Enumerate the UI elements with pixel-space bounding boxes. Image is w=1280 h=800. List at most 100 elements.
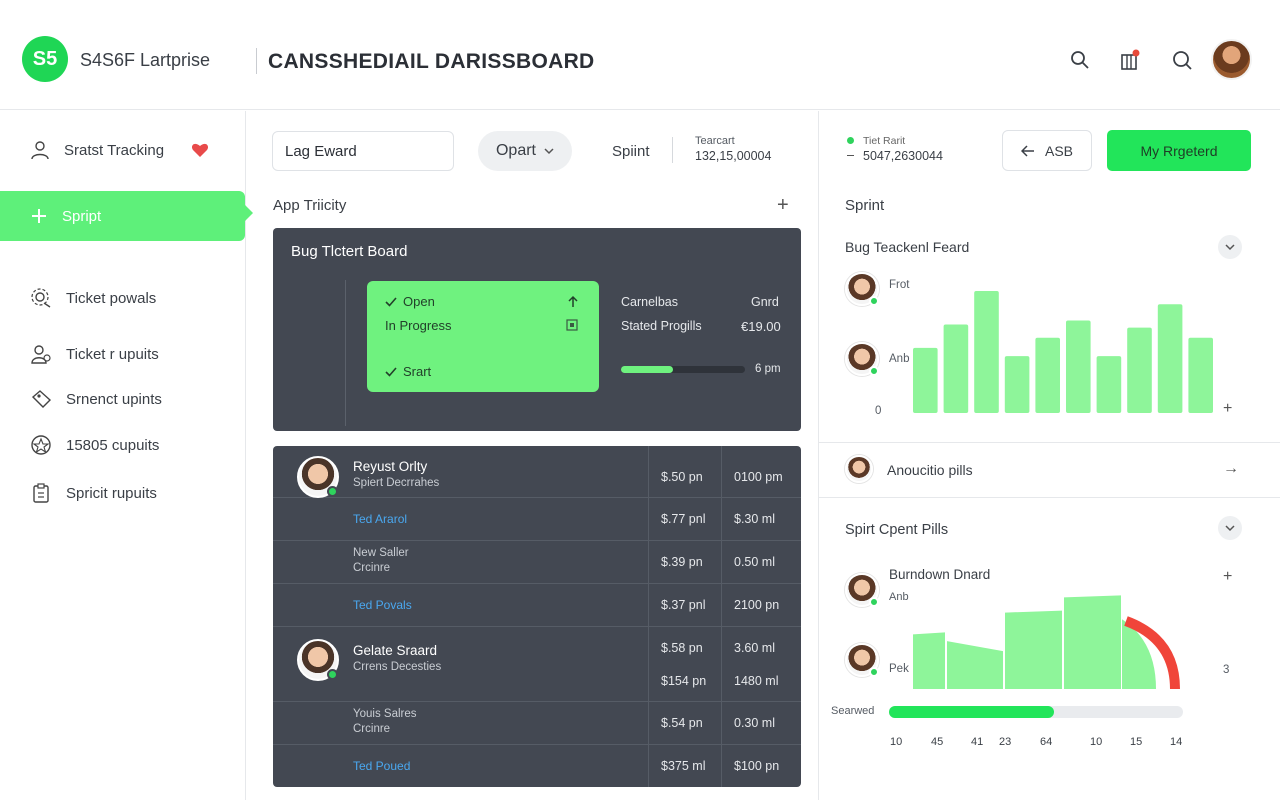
section-label: App Triicity (273, 197, 347, 214)
row-value: $.37 pnl (661, 598, 706, 612)
status-card[interactable]: Open In Progress Srart (367, 281, 599, 392)
avatar (297, 456, 339, 498)
axis-tick-label: 10 (890, 736, 903, 748)
status-dot (847, 137, 854, 144)
search-icon-secondary[interactable] (1170, 48, 1194, 72)
stat-value: 132,15,00004 (695, 149, 772, 163)
table-row[interactable]: Youis Salres Crcinre $.54 pn 0.30 ml (273, 702, 801, 745)
tickets-table: Reyust Orlty Spiert Decrrahes $.50 pn 01… (273, 446, 801, 787)
axis-tick-label: 10 (1090, 736, 1103, 748)
avatar (297, 639, 339, 681)
divider (819, 497, 1280, 498)
status-open[interactable]: Open (385, 294, 435, 309)
heart-icon[interactable] (191, 142, 209, 158)
arrow-up-icon[interactable] (567, 295, 579, 308)
chart-bar (943, 324, 969, 413)
sidebar-item-spricit-rupuits[interactable]: Spricit rupuits (0, 471, 245, 515)
collapse-toggle[interactable] (1218, 516, 1242, 540)
list-item-title[interactable]: Anoucitio pills (887, 462, 973, 478)
right-panel: Tiet Rarit 5047,2630044 ASB My Rrgeterd … (818, 111, 1280, 800)
table-row[interactable]: Ted Poued $375 ml $100 pn (273, 745, 801, 787)
sidebar: Sratst Tracking Spript Ticket powals Tic… (0, 111, 253, 800)
row-value: 2100 pn (734, 598, 780, 612)
search-icon[interactable] (1068, 48, 1092, 72)
sidebar-item-tracking[interactable]: Sratst Tracking (0, 128, 245, 172)
dropdown-button[interactable]: Opart (478, 131, 572, 171)
add-icon[interactable]: + (1223, 568, 1233, 585)
chart-bar (1157, 304, 1183, 413)
table-row[interactable]: New Saller Crcinre $.39 pn 0.50 ml (273, 541, 801, 584)
collapse-toggle[interactable] (1218, 235, 1242, 259)
status-in-progress[interactable]: In Progress (385, 318, 451, 333)
table-col-divider (648, 446, 649, 787)
row-value: $.39 pn (661, 555, 703, 569)
table-row[interactable]: Reyust Orlty Spiert Decrrahes $.50 pn 01… (273, 446, 801, 498)
plus-icon (32, 209, 46, 223)
header-divider (256, 48, 257, 74)
row-value: $154 pn (661, 674, 707, 688)
table-row[interactable]: Ted Ararol $.77 pnl $.30 ml (273, 498, 801, 541)
user-avatar[interactable] (1211, 39, 1252, 80)
row-value: $100 pn (734, 759, 780, 773)
add-icon[interactable]: + (777, 194, 789, 216)
notification-icon[interactable] (1118, 48, 1142, 72)
row-subtitle: Crrens Decesties (353, 661, 442, 673)
back-button-label: ASB (1044, 142, 1073, 159)
gauge-alert-arc (1124, 616, 1180, 690)
add-icon[interactable]: + (1223, 400, 1233, 417)
progress-fill (621, 366, 674, 373)
axis-tick-label: 64 (1040, 736, 1053, 748)
row-value: 0100 pm (734, 470, 783, 484)
chart-bar (1005, 610, 1062, 689)
avatar (845, 643, 879, 677)
sprint-link[interactable]: Spiint (612, 143, 650, 160)
search-input[interactable] (272, 131, 454, 171)
table-row[interactable]: Ted Povals $.37 pnl 2100 pn (273, 584, 801, 627)
chart-bar (913, 632, 945, 689)
logo-text: S5 (32, 47, 58, 70)
chart-bar (974, 291, 999, 413)
row-link[interactable]: Ted Povals (353, 598, 412, 612)
col-a-label: Carnelbas (621, 295, 678, 309)
app-logo[interactable]: S5 (22, 36, 68, 82)
sidebar-item-label: Ticket r upuits (66, 345, 159, 363)
chart2-title: Burndown Dnard (889, 567, 991, 582)
sidebar-item-ticket-powals[interactable]: Ticket powals (0, 276, 245, 320)
row-value: $.50 pn (661, 470, 703, 484)
row-value: $.58 pn (661, 641, 703, 655)
badge-icon (31, 435, 51, 455)
progress-slider[interactable] (889, 706, 1183, 718)
arrow-right-icon[interactable]: → (1223, 460, 1239, 477)
chart-bar (1122, 619, 1156, 689)
axis-tick-label: 45 (931, 736, 944, 748)
row-link[interactable]: Ted Poued (353, 759, 411, 773)
row-value: $.54 pn (661, 716, 703, 730)
square-icon[interactable] (566, 319, 578, 331)
sidebar-item-15805-cupuits[interactable]: 15805 cupuits (0, 423, 245, 467)
sidebar-item-sprint[interactable]: Spript (0, 191, 253, 241)
row-subtitle: Crcinre (353, 562, 391, 574)
status-dash (847, 155, 854, 156)
row-value: 1480 ml (734, 674, 779, 688)
row-title: Gelate Sraard (353, 643, 438, 658)
stat-label: Tearcart (695, 135, 735, 147)
sidebar-item-srnenct-upints[interactable]: Srnenct upints (0, 377, 245, 421)
slider-fill (889, 706, 1054, 718)
chart-bar (1064, 595, 1121, 689)
progress-label: 6 pm (755, 363, 781, 375)
axis-tick-label: 23 (999, 736, 1012, 748)
chevron-down-icon (1225, 524, 1235, 531)
table-row[interactable]: Gelate Sraard Crrens Decesties $.58 pn 3… (273, 627, 801, 702)
right-stat-label: Tiet Rarit (863, 135, 906, 147)
divider (819, 442, 1280, 443)
status-start[interactable]: Srart (385, 364, 431, 379)
chart1-user-label: Anb (889, 353, 910, 365)
status-open-label: Open (403, 294, 435, 309)
dropdown-label: Opart (495, 142, 536, 159)
status-in-progress-label: In Progress (385, 318, 452, 333)
back-button[interactable]: ASB (1002, 130, 1092, 171)
chart-bar (947, 641, 1003, 689)
row-link[interactable]: Ted Ararol (353, 512, 408, 526)
primary-button[interactable]: My Rrgeterd (1107, 130, 1251, 171)
sidebar-item-ticket-upuits[interactable]: Ticket r upuits (0, 332, 245, 376)
